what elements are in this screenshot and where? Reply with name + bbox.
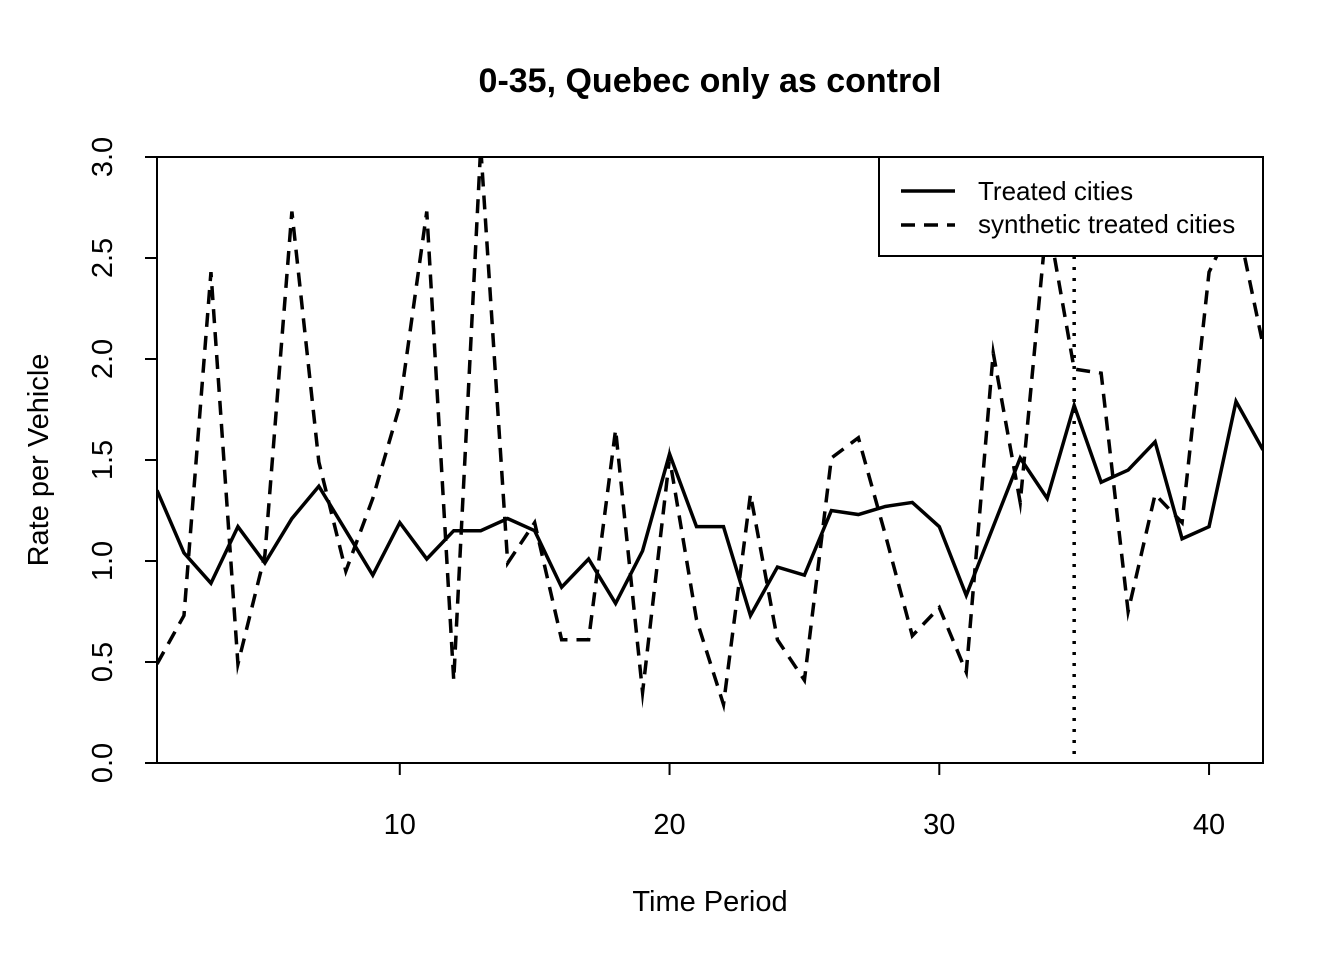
series-lines (157, 157, 1263, 763)
chart-title: 0-35, Quebec only as control (479, 62, 942, 100)
legend-label-treated: Treated cities (978, 176, 1133, 206)
series-line-synthetic (157, 157, 1263, 713)
x-tick-label: 20 (653, 809, 685, 841)
y-tick-label: 2.5 (87, 238, 119, 278)
y-tick-label: 2.0 (87, 339, 119, 379)
legend-box (878, 156, 1264, 257)
x-tick-label: 30 (923, 809, 955, 841)
x-tick-label: 40 (1193, 809, 1225, 841)
legend: Treated cities synthetic treated cities (878, 156, 1264, 257)
x-tick-label: 10 (384, 809, 416, 841)
series-line-treated (157, 396, 1263, 620)
x-axis-label: Time Period (632, 886, 787, 918)
y-tick-label: 1.0 (87, 541, 119, 581)
y-tick-label: 0.0 (87, 743, 119, 783)
legend-label-synthetic: synthetic treated cities (978, 209, 1235, 239)
y-tick-label: 0.5 (87, 642, 119, 682)
y-tick-label: 1.5 (87, 440, 119, 480)
y-tick-label: 3.0 (87, 137, 119, 177)
y-axis-label: Rate per Vehicle (23, 354, 55, 567)
plot-frame (156, 156, 1264, 764)
